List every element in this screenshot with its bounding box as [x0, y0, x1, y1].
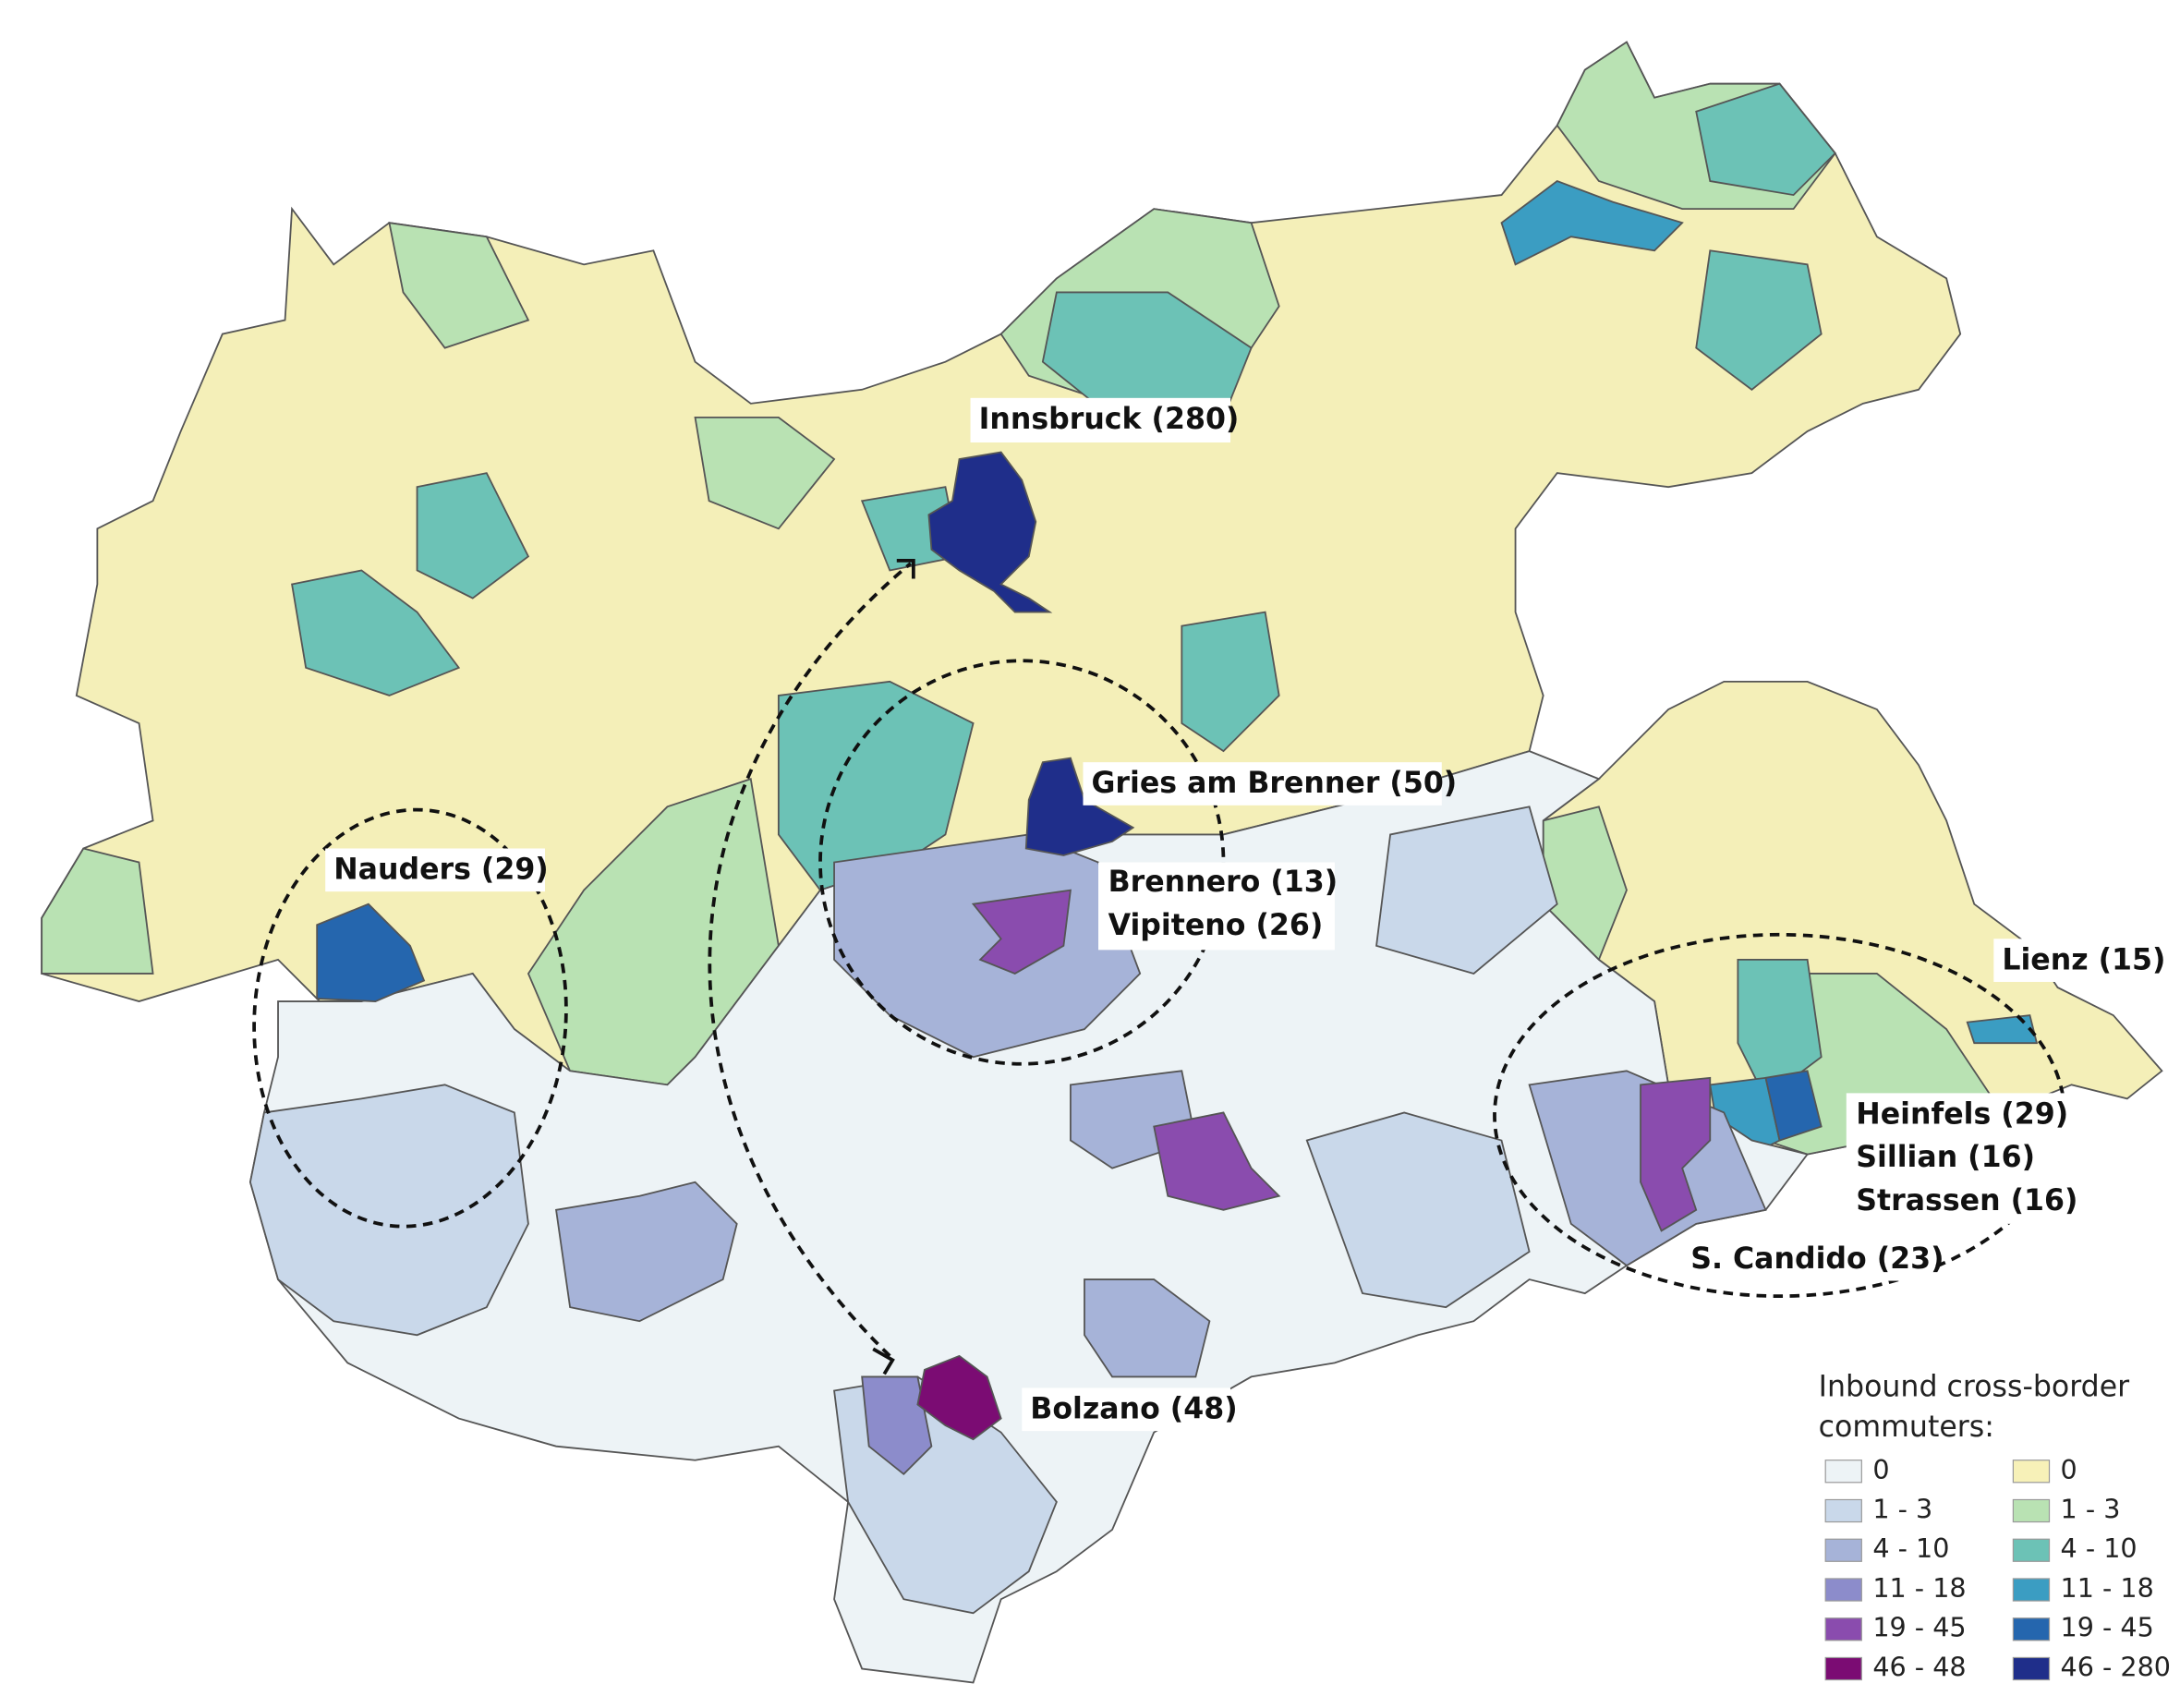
legend-label: 1 - 3: [1872, 1494, 1932, 1525]
place-label: Sillian (16): [1856, 1141, 2035, 1174]
region: [694, 416, 836, 530]
label-box: [1993, 939, 2127, 982]
label-box: [1098, 862, 1335, 951]
region: [927, 451, 1053, 613]
region: [1181, 611, 1280, 753]
place-label: Nauders (29): [333, 854, 549, 887]
region: [916, 1354, 1002, 1441]
arrow-head: [872, 559, 915, 1375]
legend-title: Inbound cross-border: [1819, 1370, 2129, 1403]
legend-label: 0: [1872, 1454, 1889, 1485]
region: [777, 680, 975, 891]
region: [1024, 757, 1135, 856]
legend-label: 46 - 280: [2061, 1651, 2171, 1682]
legend-swatch: [1824, 1578, 1862, 1602]
region: [1305, 1111, 1531, 1309]
legend-box: [1804, 1355, 2177, 1707]
legend-label: 19 - 45: [1872, 1612, 1966, 1643]
legend-swatch: [1824, 1538, 1862, 1562]
region: [416, 472, 530, 600]
label-box: [325, 848, 545, 892]
region: [291, 569, 461, 697]
region: [316, 902, 426, 1002]
region: [1640, 1076, 1712, 1232]
legend: Inbound cross-border commuters: 0 1 - 3 4 - …: [1804, 1355, 2177, 1707]
region: [1500, 180, 1684, 266]
region: [248, 1084, 529, 1337]
legend-label: 19 - 45: [2061, 1612, 2154, 1643]
place-label: Brennero (13): [1108, 866, 1338, 899]
legend-swatch: [1824, 1617, 1862, 1641]
legend-swatch: [1824, 1498, 1862, 1523]
legend-label: 4 - 10: [2061, 1532, 2138, 1564]
place-label: Bolzano (48): [1030, 1393, 1237, 1426]
region: [388, 222, 530, 349]
legend-label: 0: [2061, 1454, 2077, 1485]
place-label: Gries am Brenner (50): [1092, 767, 1458, 800]
place-label: Strassen (16): [1856, 1184, 2077, 1217]
legend-swatch: [2012, 1460, 2051, 1484]
region: [1695, 82, 1836, 197]
legend-label: 1 - 3: [2061, 1494, 2121, 1525]
region: [1375, 806, 1558, 975]
region: [1153, 1111, 1281, 1211]
label-box: [970, 397, 1231, 442]
legend-label: 11 - 18: [2061, 1572, 2154, 1604]
place-labels: Innsbruck (280) Gries am Brenner (50) Br…: [325, 397, 2165, 1432]
place-label: Innsbruck (280): [979, 403, 1240, 436]
label-box: [1083, 762, 1442, 806]
region: [1764, 1070, 1823, 1142]
legend-label: 11 - 18: [1872, 1572, 1966, 1604]
place-label: S. Candido (23): [1690, 1242, 1944, 1276]
place-label: Vipiteno (26): [1108, 909, 1324, 942]
region: [555, 1181, 738, 1323]
label-box: [1846, 1093, 2086, 1224]
legend-swatch: [1824, 1656, 1862, 1681]
legend-label: 4 - 10: [1872, 1532, 1949, 1564]
legend-swatch: [1824, 1460, 1862, 1484]
region: [971, 889, 1072, 975]
legend-label: 46 - 48: [1872, 1651, 1966, 1682]
region: [41, 847, 154, 975]
legend-swatch: [2012, 1656, 2051, 1681]
region: [1695, 249, 1823, 391]
region: [1966, 1014, 2039, 1045]
commute-arrow: [708, 562, 913, 1358]
place-label: Lienz (15): [2002, 943, 2165, 976]
region: [1084, 1278, 1211, 1378]
legend-swatch: [2012, 1617, 2051, 1641]
legend-swatch: [2012, 1538, 2051, 1562]
legend-swatch: [2012, 1498, 2051, 1523]
legend-swatch: [2012, 1578, 2051, 1602]
region: [861, 1375, 933, 1475]
label-box: [1682, 1237, 1936, 1281]
legend-title: commuters:: [1819, 1411, 1994, 1444]
place-label: Heinfels (29): [1856, 1097, 2068, 1131]
label-box: [1022, 1387, 1231, 1432]
